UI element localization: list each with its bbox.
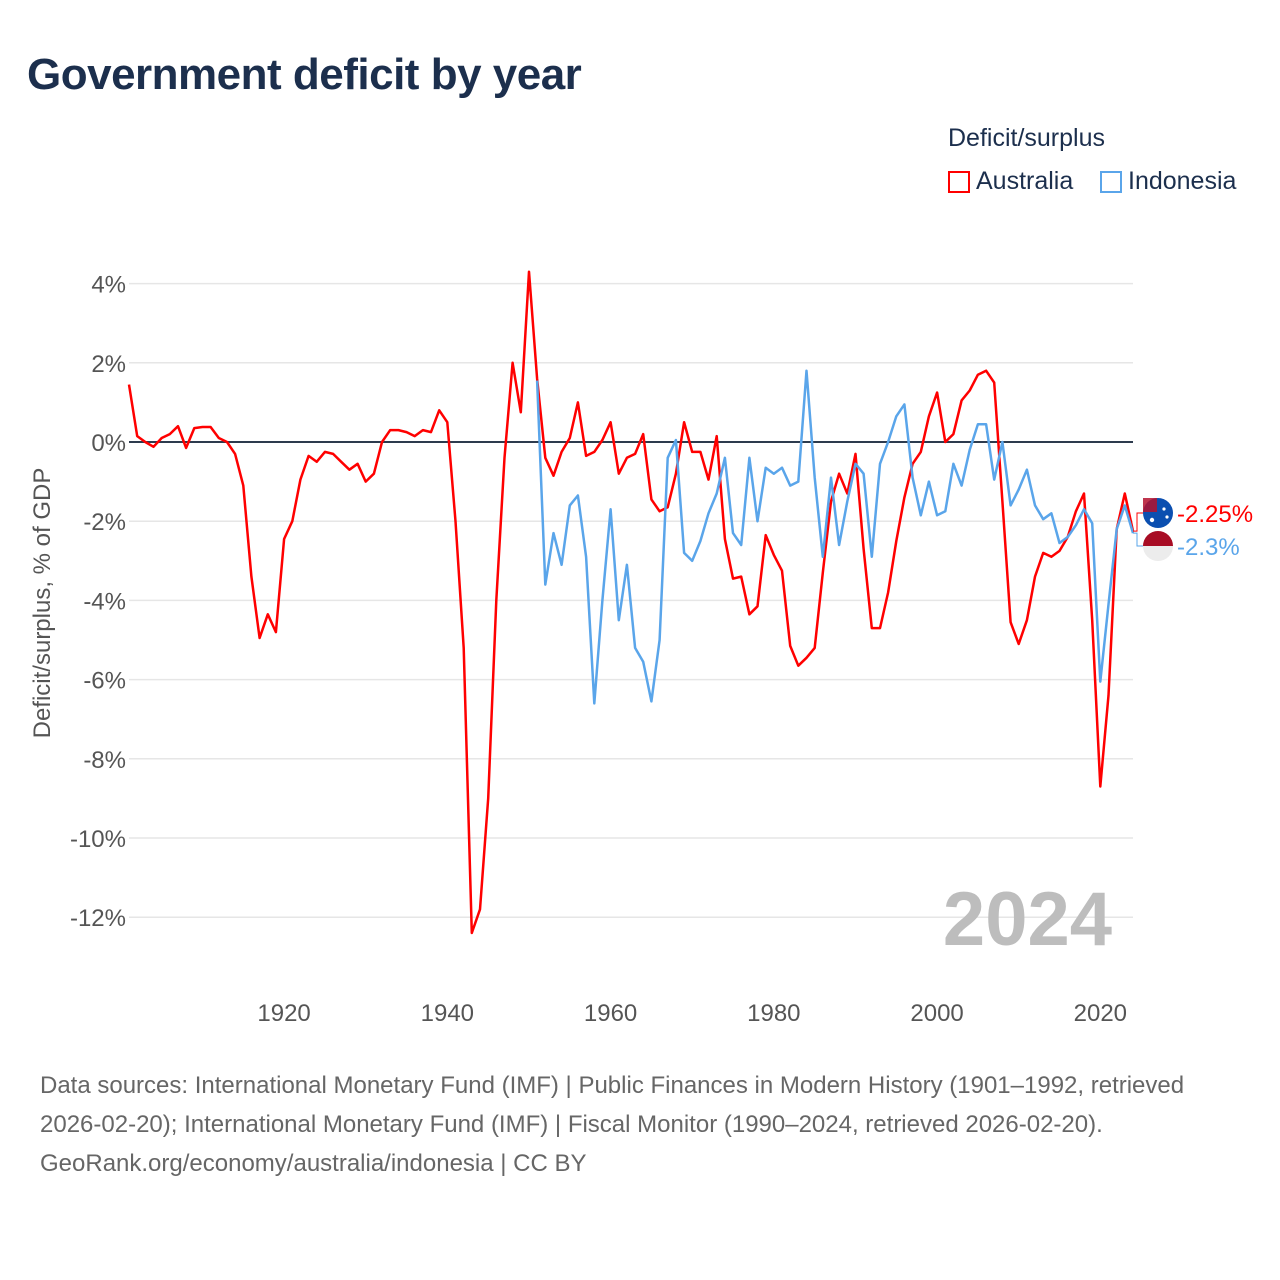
y-tick-label: -4% xyxy=(83,588,126,615)
x-tick-label: 2020 xyxy=(1074,1000,1127,1027)
x-tick-label: 1960 xyxy=(584,1000,637,1027)
x-tick-label: 1920 xyxy=(257,1000,310,1027)
end-value-label-indonesia: -2.3% xyxy=(1177,534,1240,561)
y-tick-label: 0% xyxy=(91,430,126,457)
y-tick-label: -12% xyxy=(70,905,126,932)
y-tick-label: -2% xyxy=(83,509,126,536)
star xyxy=(1162,507,1166,511)
indonesia-flag-icon xyxy=(1143,531,1173,546)
y-axis-label: Deficit/surplus, % of GDP xyxy=(29,468,56,739)
x-tick-label: 2000 xyxy=(910,1000,963,1027)
legend-swatch-indonesia xyxy=(1100,170,1122,193)
legend-swatch-australia xyxy=(948,170,970,193)
data-sources: Data sources: International Monetary Fun… xyxy=(40,1072,1185,1138)
end-label-connector xyxy=(1133,532,1145,547)
footer: Data sources: International Monetary Fun… xyxy=(40,1066,1240,1183)
end-labels: -2.25% -2.3% xyxy=(1133,498,1253,561)
chart-title: Government deficit by year xyxy=(27,50,582,99)
series-line-australia xyxy=(127,270,1135,935)
watermark-year: 2024 xyxy=(943,877,1112,962)
end-value-label-australia: -2.25% xyxy=(1177,501,1253,528)
legend-label-australia: Australia xyxy=(976,167,1074,195)
line-chart: 4% 2% 0% -2% -4% -6% -8% -10% -12% 1920 1940 1960 19… xyxy=(29,270,1253,1027)
legend-item-australia[interactable]: Australia xyxy=(948,167,1073,196)
legend-item-indonesia[interactable]: Indonesia xyxy=(1100,167,1236,196)
x-tick-label: 1980 xyxy=(747,1000,800,1027)
y-tick-label: 4% xyxy=(91,272,126,299)
star xyxy=(1165,515,1169,519)
series-group xyxy=(127,270,1135,935)
legend-title: Deficit/surplus xyxy=(948,124,1105,152)
credit-link[interactable]: GeoRank.org/economy/australia/indonesia … xyxy=(40,1150,587,1177)
y-tick-label: -6% xyxy=(83,668,126,695)
y-tick-label: -8% xyxy=(83,747,126,774)
star xyxy=(1149,517,1155,523)
end-label-connector xyxy=(1133,512,1145,532)
y-tick-label: 2% xyxy=(91,351,126,378)
indonesia-flag-white xyxy=(1143,546,1173,561)
x-tick-label: 1940 xyxy=(421,1000,474,1027)
y-tick-label: -10% xyxy=(70,826,126,853)
union-jack-canton xyxy=(1143,498,1157,512)
legend-label-indonesia: Indonesia xyxy=(1128,167,1237,195)
series-line-indonesia xyxy=(535,369,1135,705)
